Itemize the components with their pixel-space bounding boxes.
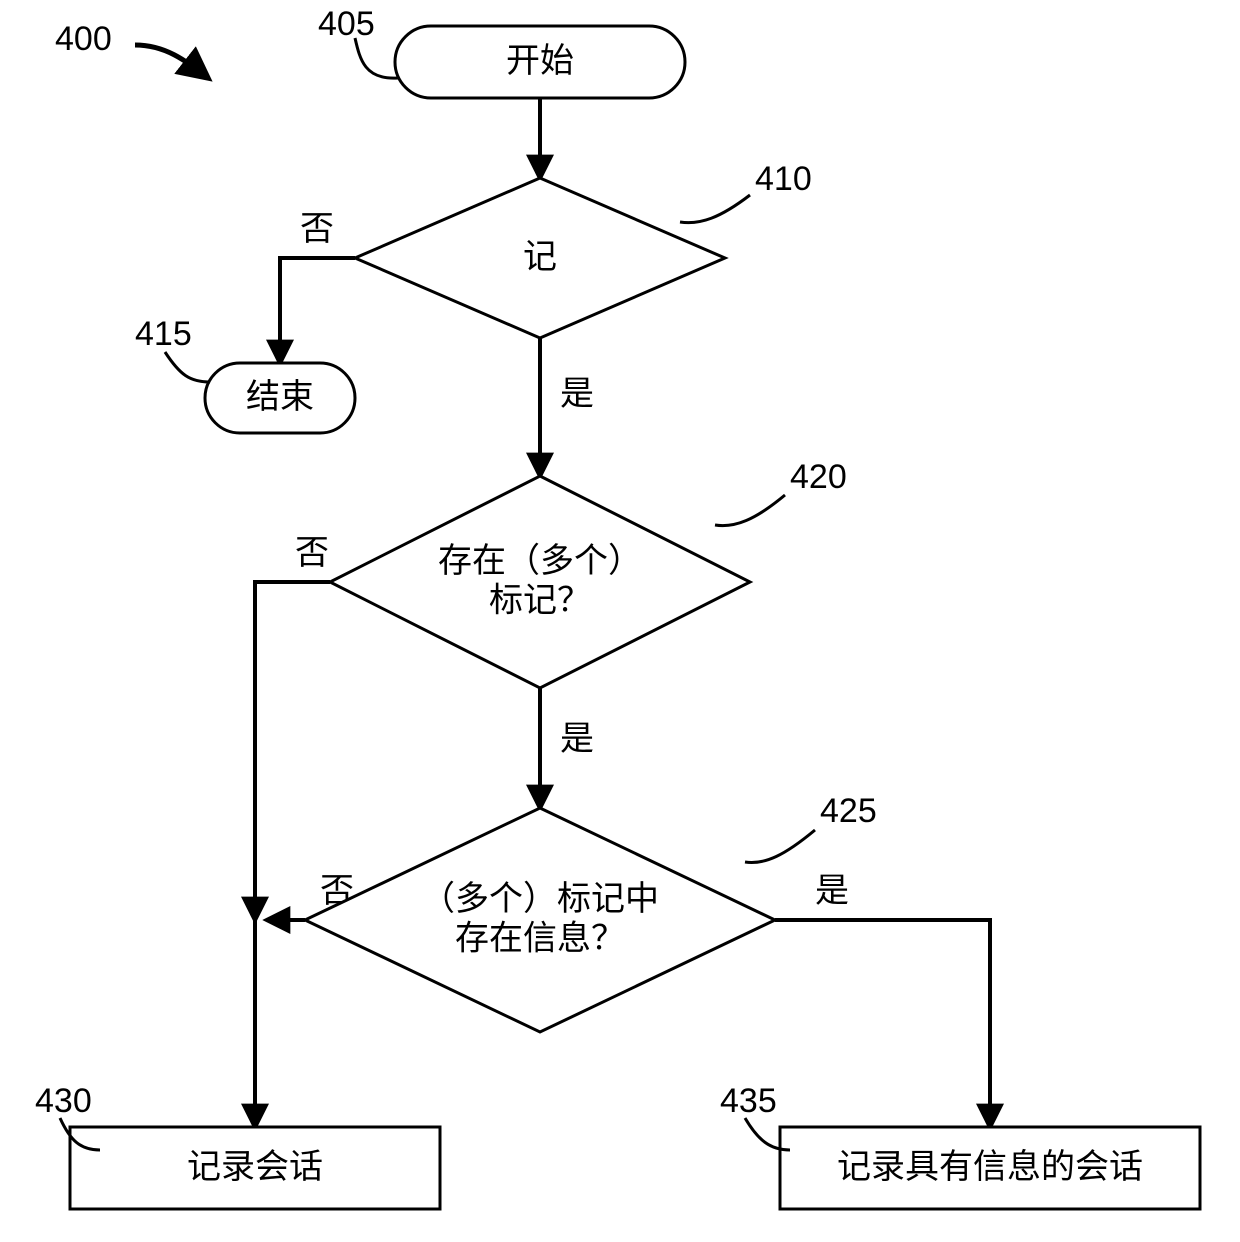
ref-420: 420 bbox=[790, 458, 847, 496]
ref-415-leader bbox=[165, 352, 210, 382]
edge-420-no bbox=[255, 582, 330, 920]
ref-430: 430 bbox=[35, 1082, 92, 1120]
ref-405-leader bbox=[355, 38, 398, 78]
ref-410-leader bbox=[680, 195, 750, 223]
ref-410: 410 bbox=[755, 160, 812, 198]
ref-400-arrow bbox=[135, 45, 208, 78]
edge-425-435 bbox=[775, 920, 990, 1127]
edge-label-420-yes: 是 bbox=[560, 721, 594, 758]
nodes-layer: 开始记结束存在（多个）标记？ （多个）标记中存在信息？ 记录会话 记录具有信息的会话 bbox=[70, 26, 1200, 1209]
node-label-n430: 记录会话 bbox=[187, 1148, 323, 1186]
node-label-n405: 开始 bbox=[506, 42, 574, 80]
edge-label-420-no: 否 bbox=[295, 535, 329, 572]
ref-415: 415 bbox=[135, 315, 192, 353]
ref-425-leader bbox=[745, 830, 815, 863]
node-label-n425-1: 存在信息？ bbox=[455, 919, 625, 957]
flowchart-canvas: 否是否是否是 开始记结束存在（多个）标记？（多个）标记中存在信息？记录会话记录具… bbox=[0, 0, 1240, 1242]
ref-420-leader bbox=[715, 495, 785, 526]
node-label-n425-0: （多个）标记中 bbox=[421, 880, 659, 918]
node-label-n420-1: 标记？ bbox=[489, 581, 591, 619]
edge-label-425-yes: 是 bbox=[815, 873, 849, 910]
edge-label-410-no: 否 bbox=[300, 211, 334, 248]
node-label-n435: 记录具有信息的会话 bbox=[837, 1148, 1143, 1186]
ref-400: 400 bbox=[55, 20, 112, 58]
ref-435: 435 bbox=[720, 1082, 777, 1120]
ref-425: 425 bbox=[820, 792, 877, 830]
node-label-n410-0: 记 bbox=[523, 239, 557, 276]
edge-410-415 bbox=[280, 258, 355, 363]
edge-label-410-yes: 是 bbox=[560, 376, 594, 413]
ref-405: 405 bbox=[318, 5, 375, 43]
node-label-n415: 结束 bbox=[246, 378, 314, 416]
node-label-n420-0: 存在（多个） bbox=[438, 542, 642, 580]
